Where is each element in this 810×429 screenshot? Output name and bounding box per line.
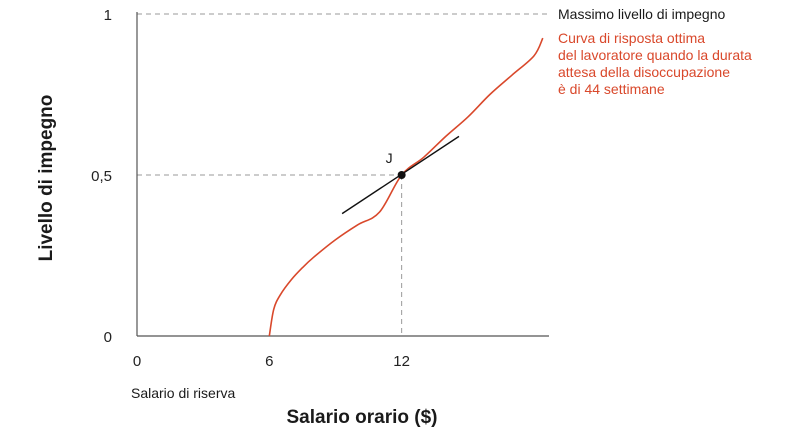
curve-label-line: Curva di risposta ottima [558, 30, 705, 46]
curve-label-line: del lavoratore quando la durata [558, 47, 752, 63]
reservation-wage-label: Salario di riserva [131, 385, 235, 401]
max-effort-label: Massimo livello di impegno [558, 6, 726, 22]
curve-label-line: attesa della disoccupazione [558, 64, 730, 80]
curve-label-line: è di 44 settimane [558, 81, 665, 97]
point-j-label: J [386, 150, 393, 166]
y-axis-title: Livello di impegno [36, 95, 57, 262]
point-j-marker [397, 171, 406, 179]
y-tick-label: 0 [104, 329, 112, 346]
x-tick-label: 12 [393, 353, 410, 370]
x-axis-title: Salario orario ($) [287, 407, 438, 428]
y-tick-label: 0,5 [91, 168, 112, 185]
x-tick-labels: 0 6 12 [133, 353, 410, 370]
best-response-curve [268, 37, 544, 337]
x-tick-label: 6 [265, 353, 273, 370]
y-tick-labels: 00,51 [91, 7, 112, 346]
y-tick-label: 1 [104, 7, 112, 24]
x-tick-label: 0 [133, 353, 141, 370]
